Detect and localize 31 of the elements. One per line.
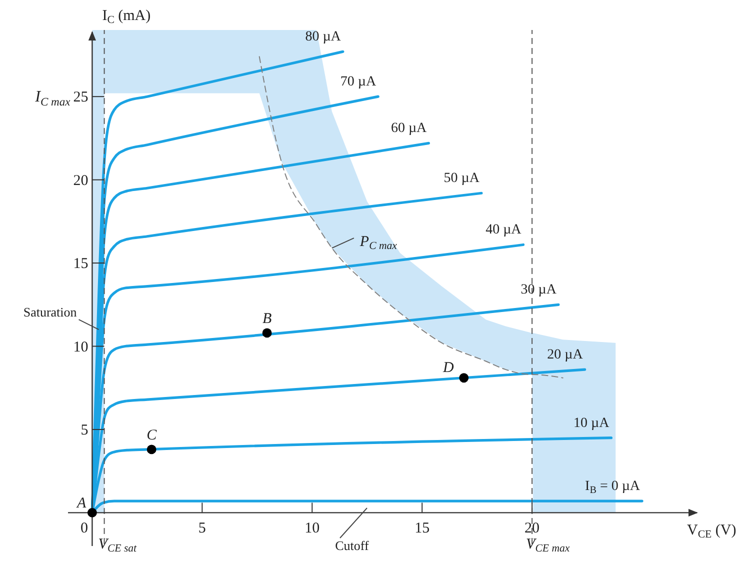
annotation: B [262, 310, 272, 327]
series-label: 70 µA [340, 74, 377, 90]
x-tick-label: 10 [304, 520, 320, 537]
annotation: Saturation [23, 304, 78, 320]
annotation: I$_{C max}$ [34, 88, 72, 108]
series-label: 10 µA [574, 416, 610, 431]
series-label: 40 µA [486, 222, 522, 238]
y-axis-title: I$_{C}$ (mA) [102, 8, 151, 26]
series-label: 20 µA [547, 348, 584, 363]
annotation: Cutoff [335, 538, 370, 553]
annotation: A [76, 496, 88, 512]
y-tick-label: 5 [80, 422, 88, 438]
annotation: C [146, 427, 158, 444]
y-tick-label: 10 [73, 339, 88, 356]
ref-line-label: V$_{CE max}$ [526, 536, 570, 556]
ref-line-label: V$_{CE sat}$ [98, 536, 138, 556]
x-tick-label: 15 [414, 520, 430, 537]
x-tick-label: 0 [80, 520, 88, 537]
y-tick-label: 25 [73, 90, 88, 106]
series-label: 80 µA [305, 30, 342, 45]
series-label: 30 µA [520, 282, 558, 298]
annotation: P$_{C max}$ [358, 234, 398, 252]
y-tick-label: 20 [73, 172, 88, 189]
annotation: D [442, 360, 454, 376]
y-tick-label: 15 [73, 256, 88, 272]
series-label: I$_{B}$ = 0 µA [585, 479, 641, 496]
x-tick-label: 20 [524, 520, 540, 537]
series-label: 50 µA [444, 171, 480, 186]
series-label: 60 µA [391, 121, 428, 136]
x-tick-label: 5 [198, 520, 206, 537]
x-axis-title: V$_{CE}$ (V) [687, 522, 736, 542]
